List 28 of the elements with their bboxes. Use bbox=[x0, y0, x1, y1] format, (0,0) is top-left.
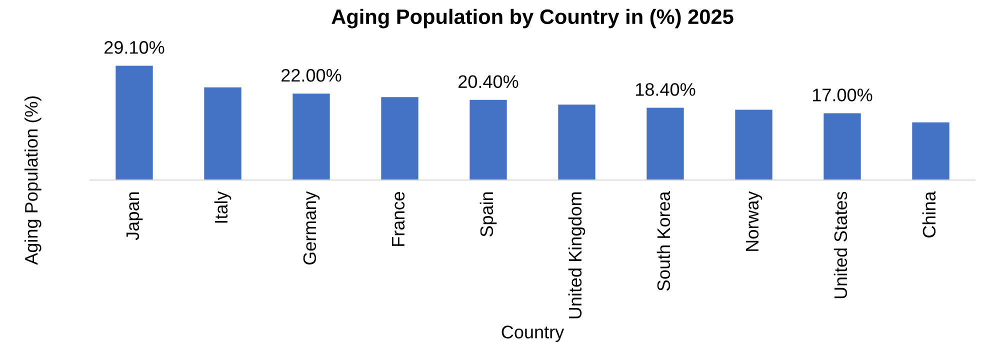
x-tick-label: Italy bbox=[214, 191, 232, 223]
data-label: 20.40% bbox=[458, 75, 518, 88]
x-tick-label: China bbox=[922, 191, 936, 238]
x-tick-label: South Korea bbox=[656, 191, 670, 291]
bar bbox=[292, 94, 330, 180]
x-tick-label: Spain bbox=[480, 192, 497, 237]
data-label: 18.40% bbox=[636, 83, 696, 96]
chart-title: Aging Population by Country in (%) 2025 bbox=[332, 8, 734, 28]
data-label: 22.00% bbox=[282, 68, 342, 82]
x-axis-title: Country bbox=[502, 326, 564, 342]
x-tick-label: United States bbox=[834, 192, 848, 298]
bar bbox=[824, 113, 861, 180]
data-label: 29.10% bbox=[104, 41, 164, 54]
x-tick-label: Japan bbox=[126, 192, 143, 240]
x-tick-label: United Kingdom bbox=[568, 192, 586, 318]
x-tick-label: Germany bbox=[303, 191, 320, 265]
x-tick-label: Norway bbox=[746, 191, 762, 251]
data-label: 17.00% bbox=[813, 88, 872, 102]
bar bbox=[381, 97, 418, 180]
bar bbox=[204, 87, 242, 180]
bar bbox=[470, 100, 507, 180]
bar bbox=[558, 104, 596, 180]
x-tick-label: France bbox=[392, 192, 405, 246]
bar bbox=[646, 108, 684, 180]
bar bbox=[735, 110, 772, 180]
bar bbox=[116, 66, 153, 180]
bar bbox=[912, 122, 950, 180]
y-axis-title: Aging Population (%) bbox=[24, 96, 42, 265]
